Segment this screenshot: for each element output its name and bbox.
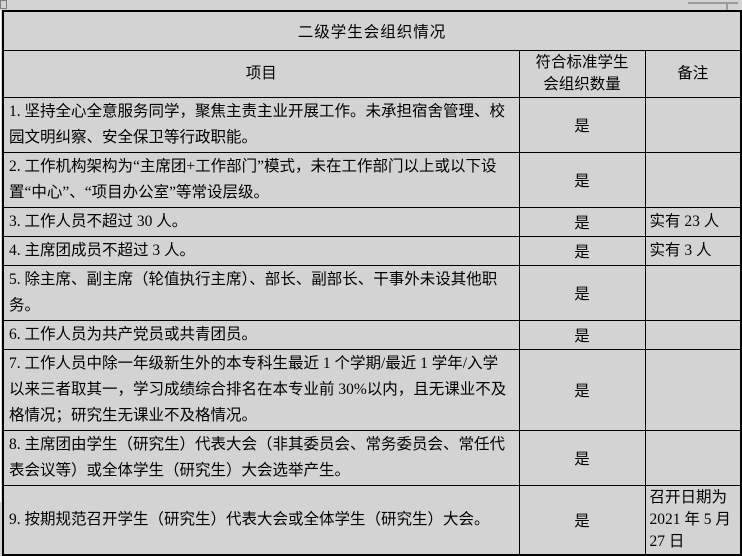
status-cell: 是 bbox=[518, 207, 646, 237]
status-cell: 是 bbox=[518, 265, 646, 321]
remark-cell: 实有 3 人 bbox=[644, 236, 742, 266]
status-cell: 是 bbox=[518, 236, 646, 266]
table-row: 3. 工作人员不超过 30 人。 是 实有 23 人 bbox=[2, 207, 742, 237]
student-union-status-table: 二级学生会组织情况 项目 符合标准学生会组织数量 备注 1. 坚持全心全意服务同… bbox=[2, 10, 742, 556]
item-cell: 4. 主席团成员不超过 3 人。 bbox=[2, 236, 520, 266]
status-cell: 是 bbox=[518, 152, 646, 208]
item-cell: 7. 工作人员中除一年级新生外的本专科生最近 1 个学期/最近 1 学年/入学以… bbox=[2, 349, 520, 431]
table-row: 7. 工作人员中除一年级新生外的本专科生最近 1 个学期/最近 1 学年/入学以… bbox=[2, 349, 742, 431]
status-cell: 是 bbox=[518, 320, 646, 350]
table-row: 4. 主席团成员不超过 3 人。 是 实有 3 人 bbox=[2, 236, 742, 266]
item-cell: 2. 工作机构架构为“主席团+工作部门”模式，未在工作部门以上或以下设置“中心”… bbox=[2, 152, 520, 208]
column-header-item: 项目 bbox=[2, 50, 520, 98]
item-cell: 8. 主席团由学生（研究生）代表大会（非其委员会、常务委员会、常任代表会议等）或… bbox=[2, 430, 520, 486]
table-corner-mark-icon bbox=[726, 2, 728, 11]
remark-cell bbox=[644, 265, 742, 321]
item-cell: 5. 除主席、副主席（轮值执行主席）、部长、副部长、干事外未设其他职务。 bbox=[2, 265, 520, 321]
remark-cell: 召开日期为 2021 年 5 月 27 日 bbox=[644, 485, 742, 556]
item-cell: 1. 坚持全心全意服务同学，聚焦主责主业开展工作。未承担宿舍管理、校园文明纠察、… bbox=[2, 97, 520, 153]
table-row: 9. 按期规范召开学生（研究生）代表大会或全体学生（研究生）大会。 是 召开日期… bbox=[2, 485, 742, 556]
table-row: 6. 工作人员为共产党员或共青团员。 是 bbox=[2, 320, 742, 350]
remark-cell bbox=[644, 430, 742, 486]
item-cell: 9. 按期规范召开学生（研究生）代表大会或全体学生（研究生）大会。 bbox=[2, 485, 520, 556]
column-header-standard-count: 符合标准学生会组织数量 bbox=[518, 50, 646, 98]
remark-cell bbox=[644, 97, 742, 153]
remark-cell: 实有 23 人 bbox=[644, 207, 742, 237]
table-title: 二级学生会组织情况 bbox=[2, 10, 742, 51]
item-cell: 6. 工作人员为共产党员或共青团员。 bbox=[2, 320, 520, 350]
page-edge-left bbox=[0, 10, 1, 502]
column-header-standard-count-label: 符合标准学生会组织数量 bbox=[535, 54, 629, 93]
remark-cell bbox=[644, 349, 742, 431]
status-cell: 是 bbox=[518, 430, 646, 486]
table-row: 8. 主席团由学生（研究生）代表大会（非其委员会、常务委员会、常任代表会议等）或… bbox=[2, 430, 742, 486]
status-cell: 是 bbox=[518, 485, 646, 556]
item-cell: 3. 工作人员不超过 30 人。 bbox=[2, 207, 520, 237]
status-cell: 是 bbox=[518, 349, 646, 431]
remark-cell bbox=[644, 152, 742, 208]
table-corner-mark-icon bbox=[688, 2, 738, 4]
column-header-remark: 备注 bbox=[644, 50, 742, 98]
remark-cell bbox=[644, 320, 742, 350]
table-row: 5. 除主席、副主席（轮值执行主席）、部长、副部长、干事外未设其他职务。 是 bbox=[2, 265, 742, 321]
table-row: 1. 坚持全心全意服务同学，聚焦主责主业开展工作。未承担宿舍管理、校园文明纠察、… bbox=[2, 97, 742, 153]
table-row: 2. 工作机构架构为“主席团+工作部门”模式，未在工作部门以上或以下设置“中心”… bbox=[2, 152, 742, 208]
status-cell: 是 bbox=[518, 97, 646, 153]
table-corner-mark-icon bbox=[0, 0, 7, 9]
